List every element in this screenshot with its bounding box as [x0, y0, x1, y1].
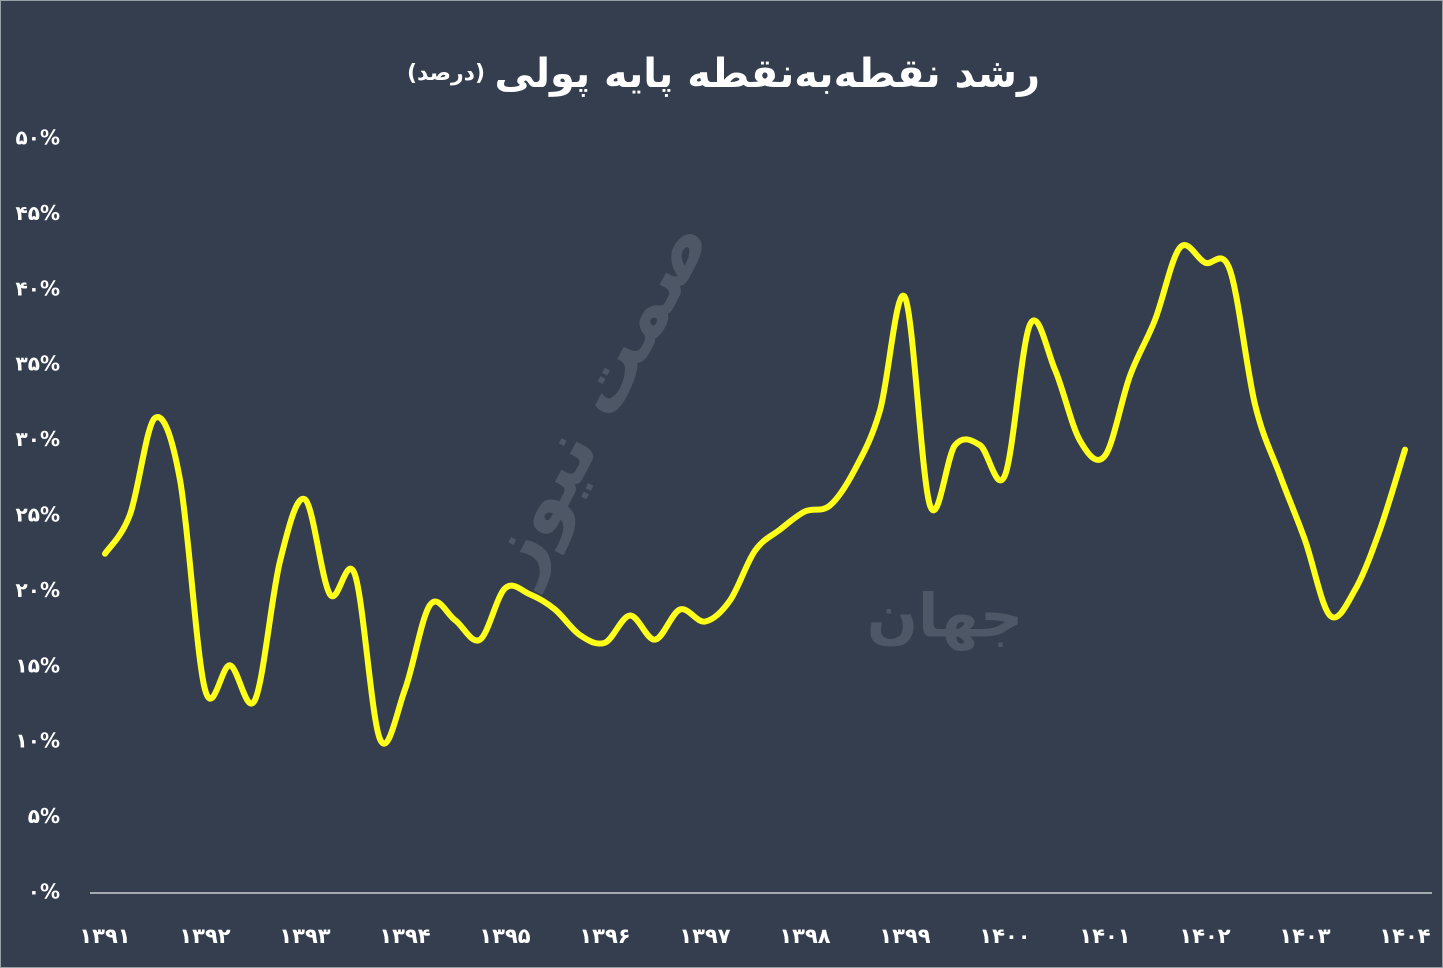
- x-tick-label: ۱۴۰۳: [1279, 924, 1330, 948]
- y-tick-label: ۳۰%: [16, 427, 60, 451]
- y-tick-label: ۵۰%: [16, 126, 60, 150]
- x-tick-label: ۱۳۹۱: [79, 924, 130, 948]
- y-tick-label: ۵%: [28, 804, 60, 828]
- line-series: [102, 242, 1408, 747]
- y-tick-label: ۰%: [28, 880, 60, 904]
- chart-title: رشد نقطه‌به‌نقطه پایه پولی: [495, 51, 1041, 97]
- x-tick-label: ۱۳۹۳: [279, 924, 330, 948]
- x-tick-label: ۱۳۹۲: [179, 924, 230, 948]
- x-tick-label: ۱۴۰۰: [979, 924, 1030, 948]
- x-tick-label: ۱۳۹۷: [679, 924, 730, 948]
- y-tick-label: ۴۰%: [16, 276, 60, 300]
- x-tick-label: ۱۴۰۴: [1379, 924, 1430, 948]
- x-tick-label: ۱۳۹۸: [779, 924, 830, 948]
- y-tick-label: ۳۵%: [16, 352, 60, 376]
- watermark-text: جهان: [867, 582, 1024, 652]
- x-tick-label: ۱۴۰۲: [1179, 924, 1230, 948]
- x-tick-label: ۱۳۹۵: [479, 924, 530, 948]
- y-tick-label: ۲۰%: [16, 578, 60, 602]
- x-tick-label: ۱۳۹۴: [379, 924, 430, 948]
- x-tick-label: ۱۳۹۹: [879, 924, 930, 948]
- y-tick-label: ۴۵%: [16, 201, 60, 225]
- y-tick-label: ۱۵%: [16, 653, 60, 677]
- y-tick-label: ۱۰%: [16, 729, 60, 753]
- chart-subtitle: (درصد): [407, 61, 485, 86]
- y-tick-label: ۲۵%: [16, 503, 60, 527]
- x-tick-label: ۱۴۰۱: [1079, 924, 1130, 948]
- x-tick-label: ۱۳۹۶: [579, 924, 630, 948]
